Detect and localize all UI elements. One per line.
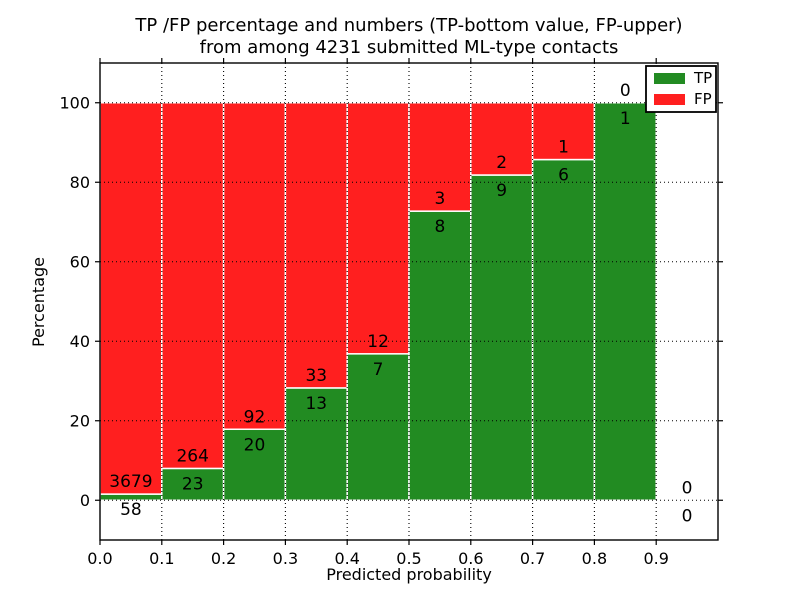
legend: TP FP [645,65,717,113]
axes-frame-layer [99,62,719,541]
axes-frame [99,62,719,541]
y-tick-label: 20 [70,411,90,430]
x-tick-label: 0.1 [149,549,174,568]
y-tick-label: 100 [59,93,90,112]
x-axis-label: Predicted probability [326,565,492,584]
tp-count-label: 0 [682,506,693,526]
tp-count-label: 9 [496,181,507,201]
tp-count-label: 8 [434,217,445,237]
fp-bar [284,102,348,389]
legend-swatch-fp [654,94,685,105]
fp-count-label: 0 [682,478,693,498]
tp-bar [408,210,472,501]
tp-count-label: 58 [120,500,142,520]
tp-bar [222,428,287,501]
y-tick-label: 60 [70,252,90,271]
legend-label-tp: TP [693,69,712,87]
gridlines-layer [100,63,718,540]
fp-count-label: 1 [558,138,569,158]
y-axis-label: Percentage [29,257,48,347]
fp-bar [531,102,596,161]
x-tick-label: 0.3 [273,549,298,568]
fp-bar [470,102,534,176]
tp-count-label: 1 [620,109,631,129]
tp-count-label: 20 [244,435,266,455]
y-tick-label: 0 [80,491,90,510]
x-tick-label: 0.8 [582,549,607,568]
fp-count-label: 3679 [109,472,152,492]
fp-bar [99,102,163,495]
fp-bar [161,102,225,470]
chart-title-line1: TP /FP percentage and numbers (TP-bottom… [134,15,682,36]
x-tick-label: 0.9 [643,549,668,568]
fp-bar [346,102,410,355]
fp-count-label: 33 [305,366,327,386]
x-tick-label: 0.0 [87,549,112,568]
ticks-layer: 0.0 0.1 0.2 0.3 0.4 0.5 0.6 0.7 0.8 0.90204060801… [59,58,723,568]
fp-bar [222,102,287,431]
fp-count-label: 264 [176,446,208,466]
fp-count-label: 2 [496,153,507,173]
tp-count-label: 13 [305,394,327,414]
x-tick-label: 0.2 [211,549,236,568]
tp-count-label: 6 [558,166,569,186]
x-tick-label: 0.5 [396,549,421,568]
tp-bar [470,174,534,501]
fp-count-label: 3 [434,189,445,209]
legend-label-fp: FP [694,90,712,108]
x-tick-label: 0.7 [520,549,545,568]
fp-count-label: 92 [244,407,266,427]
fp-bar [408,102,472,212]
chart-title-line2: from among 4231 submitted ML-type contac… [200,37,619,58]
tp-count-label: 7 [373,360,384,380]
tp-bar [593,102,657,501]
y-tick-label: 40 [70,332,90,351]
legend-swatch-tp [654,73,685,84]
y-tick-label: 80 [70,173,90,192]
fp-count-label: 12 [367,332,389,352]
fp-count-label: 0 [620,81,631,101]
bars-layer [99,102,657,502]
tp-count-label: 23 [182,474,204,494]
tp-bar [531,158,596,501]
x-tick-label: 0.6 [458,549,483,568]
x-tick-label: 0.4 [334,549,359,568]
